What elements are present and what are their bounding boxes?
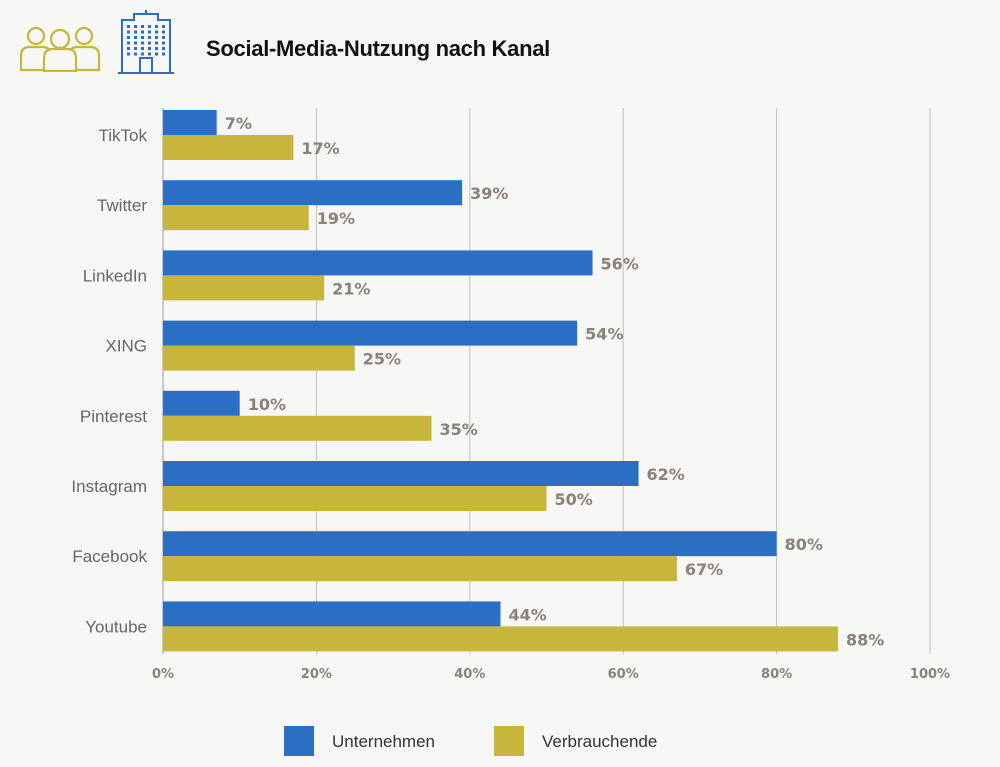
bar-value-label: 35% (439, 420, 477, 439)
y-category-label: Instagram (71, 477, 147, 496)
chart-legend: Unternehmen Verbrauchende (0, 726, 1000, 760)
bar-value-label: 10% (248, 395, 286, 414)
legend-label-unternehmen: Unternehmen (332, 732, 436, 751)
y-category-label: Pinterest (80, 407, 147, 426)
x-tick-label: 40% (454, 667, 485, 682)
bar-value-label: 54% (585, 325, 623, 344)
bar-verbrauchende (163, 135, 294, 160)
people-group-icon (19, 26, 101, 72)
x-tick-label: 20% (301, 667, 332, 682)
bar-verbrauchende (163, 626, 838, 652)
bar-unternehmen (163, 461, 639, 486)
bar-verbrauchende (163, 205, 309, 231)
y-category-label: XING (105, 337, 147, 356)
bar-verbrauchende (163, 486, 547, 511)
y-category-label: TikTok (99, 126, 148, 145)
y-category-label: Facebook (72, 547, 147, 566)
office-building-icon (118, 10, 174, 74)
legend-swatch-verbrauchende (494, 726, 524, 756)
bar-value-label: 62% (647, 465, 685, 484)
x-tick-label: 80% (761, 667, 792, 682)
bar-unternehmen (163, 180, 463, 206)
bar-value-label: 50% (555, 490, 593, 509)
bar-value-label: 39% (470, 184, 508, 203)
y-category-label: LinkedIn (83, 266, 147, 285)
bar-verbrauchende (163, 556, 677, 582)
bar-value-label: 21% (332, 279, 370, 298)
legend-swatch-unternehmen (284, 726, 314, 756)
bar-unternehmen (163, 531, 777, 557)
bar-unternehmen (163, 110, 217, 135)
bar-value-label: 25% (363, 350, 401, 369)
bar-value-label: 7% (225, 114, 252, 133)
x-tick-label: 100% (910, 667, 950, 682)
bar-value-label: 17% (301, 139, 339, 158)
bar-value-label: 88% (846, 630, 884, 649)
bar-value-label: 80% (785, 535, 823, 554)
bar-value-label: 19% (317, 209, 355, 228)
y-category-label: Twitter (97, 196, 147, 215)
bar-unternehmen (163, 601, 501, 627)
bar-value-label: 56% (601, 254, 639, 273)
x-tick-label: 60% (608, 667, 639, 682)
y-category-label: Youtube (85, 617, 147, 636)
bar-unternehmen (163, 390, 240, 416)
page-title: Social-Media-Nutzung nach Kanal (206, 36, 550, 61)
bar-unternehmen (163, 250, 593, 276)
bar-value-label: 67% (685, 560, 723, 579)
bar-verbrauchende (163, 415, 432, 441)
bar-verbrauchende (163, 275, 325, 301)
x-tick-label: 0% (152, 667, 174, 682)
bar-verbrauchende (163, 345, 355, 371)
chart-header: Social-Media-Nutzung nach Kanal (0, 0, 1000, 90)
bar-chart: 0% 20% 40% 60% 80% 100% TikTok 7% 17% Twitter 39% 1… (71, 108, 950, 682)
legend-label-verbrauchende: Verbrauchende (542, 732, 658, 751)
bar-unternehmen (163, 320, 578, 346)
bar-value-label: 44% (508, 605, 546, 624)
